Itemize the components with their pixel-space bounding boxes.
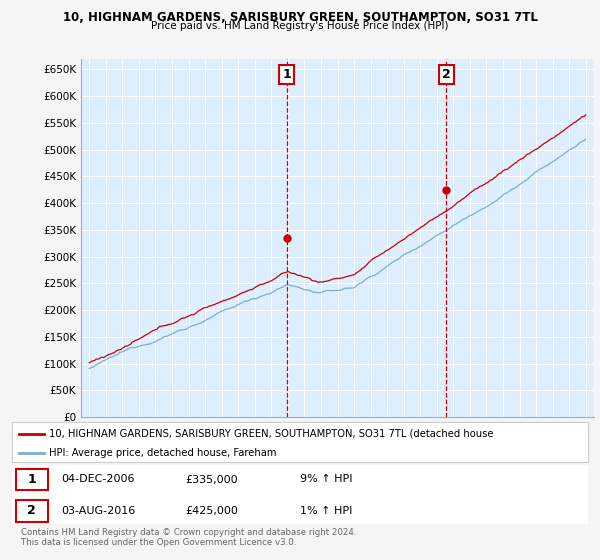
Text: £335,000: £335,000 [185,474,238,484]
Text: This data is licensed under the Open Government Licence v3.0.: This data is licensed under the Open Gov… [21,538,296,547]
Text: 04-DEC-2006: 04-DEC-2006 [61,474,134,484]
Text: 2: 2 [27,504,36,517]
Text: 03-AUG-2016: 03-AUG-2016 [61,506,135,516]
Text: HPI: Average price, detached house, Fareham: HPI: Average price, detached house, Fare… [49,448,277,458]
Text: £425,000: £425,000 [185,506,238,516]
FancyBboxPatch shape [16,469,48,491]
Text: 10, HIGHNAM GARDENS, SARISBURY GREEN, SOUTHAMPTON, SO31 7TL: 10, HIGHNAM GARDENS, SARISBURY GREEN, SO… [62,11,538,24]
Text: Price paid vs. HM Land Registry's House Price Index (HPI): Price paid vs. HM Land Registry's House … [151,21,449,31]
FancyBboxPatch shape [16,500,48,521]
Text: 2: 2 [442,68,451,81]
Text: Contains HM Land Registry data © Crown copyright and database right 2024.: Contains HM Land Registry data © Crown c… [21,528,356,536]
Text: 1: 1 [27,473,36,486]
Text: 1: 1 [282,68,291,81]
Text: 1% ↑ HPI: 1% ↑ HPI [300,506,352,516]
Text: 9% ↑ HPI: 9% ↑ HPI [300,474,353,484]
Text: 10, HIGHNAM GARDENS, SARISBURY GREEN, SOUTHAMPTON, SO31 7TL (detached house: 10, HIGHNAM GARDENS, SARISBURY GREEN, SO… [49,429,494,439]
